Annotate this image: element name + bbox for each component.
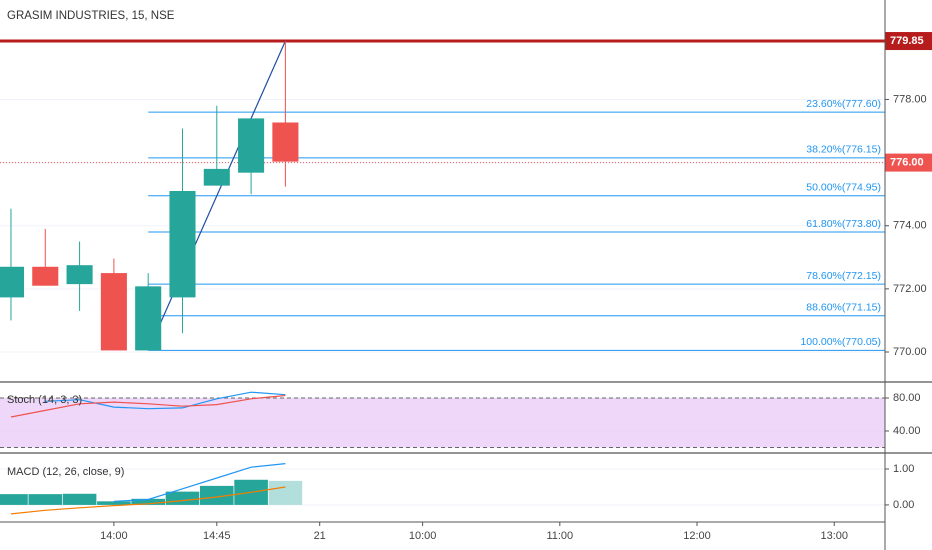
candle-body — [272, 122, 299, 162]
candle-body — [135, 286, 162, 351]
histogram-bar — [0, 494, 28, 505]
x-tick-label: 10:00 — [409, 530, 437, 542]
price-label: 776.00 — [890, 156, 924, 168]
y-tick-label: 778.00 — [893, 93, 927, 105]
indicator-line — [45, 391, 286, 410]
x-tick-label: 14:00 — [100, 530, 128, 542]
y-tick-label: 772.00 — [893, 283, 927, 295]
panel-title: GRASIM INDUSTRIES, 15, NSE — [7, 10, 175, 22]
fib-label: 38.20%(776.15) — [806, 144, 881, 156]
fib-label: 100.00%(770.05) — [800, 336, 881, 348]
y-tick-label: 770.00 — [893, 346, 927, 358]
stoch-band — [0, 398, 885, 448]
y-tick-label: 40.00 — [893, 425, 921, 437]
candle-body — [0, 266, 25, 298]
candle-body — [32, 266, 59, 286]
histogram-bar — [62, 493, 97, 505]
x-tick-label: 14:45 — [203, 530, 231, 542]
candle-body — [66, 265, 93, 285]
fib-label: 61.80%(773.80) — [806, 218, 881, 230]
fib-label: 78.60%(772.15) — [806, 270, 881, 282]
x-tick-label: 13:00 — [820, 530, 848, 542]
histogram-bar — [97, 501, 131, 505]
y-tick-label: 1.00 — [893, 463, 914, 475]
candle-body — [203, 168, 230, 186]
histogram-bar — [28, 494, 63, 505]
candle-body — [238, 118, 265, 173]
indicator-line — [10, 394, 286, 418]
histogram-bar — [268, 480, 303, 505]
price-label: 779.85 — [890, 35, 924, 47]
y-tick-label: 774.00 — [893, 220, 927, 232]
fib-label: 50.00%(774.95) — [806, 182, 881, 194]
x-tick-label: 12:00 — [683, 530, 711, 542]
panel-title: MACD (12, 26, close, 9) — [7, 466, 124, 478]
fib-label: 88.60%(771.15) — [806, 301, 881, 313]
histogram-bar — [199, 485, 234, 505]
x-tick-label: 21 — [314, 530, 326, 542]
indicator-line — [10, 486, 286, 515]
histogram-bar — [131, 498, 165, 505]
histogram-bar — [165, 491, 200, 505]
price-label-box — [885, 153, 932, 172]
y-tick-label: 80.00 — [893, 392, 921, 404]
y-tick-label: 0.00 — [893, 499, 914, 511]
candle-body — [100, 273, 127, 351]
indicator-line — [113, 463, 286, 502]
fib-label: 23.60%(777.60) — [806, 98, 881, 110]
x-tick-label: 11:00 — [546, 530, 573, 542]
panel-title: Stoch (14, 3, 3) — [7, 394, 82, 406]
candle-body — [169, 191, 196, 298]
price-label-box — [885, 32, 932, 51]
